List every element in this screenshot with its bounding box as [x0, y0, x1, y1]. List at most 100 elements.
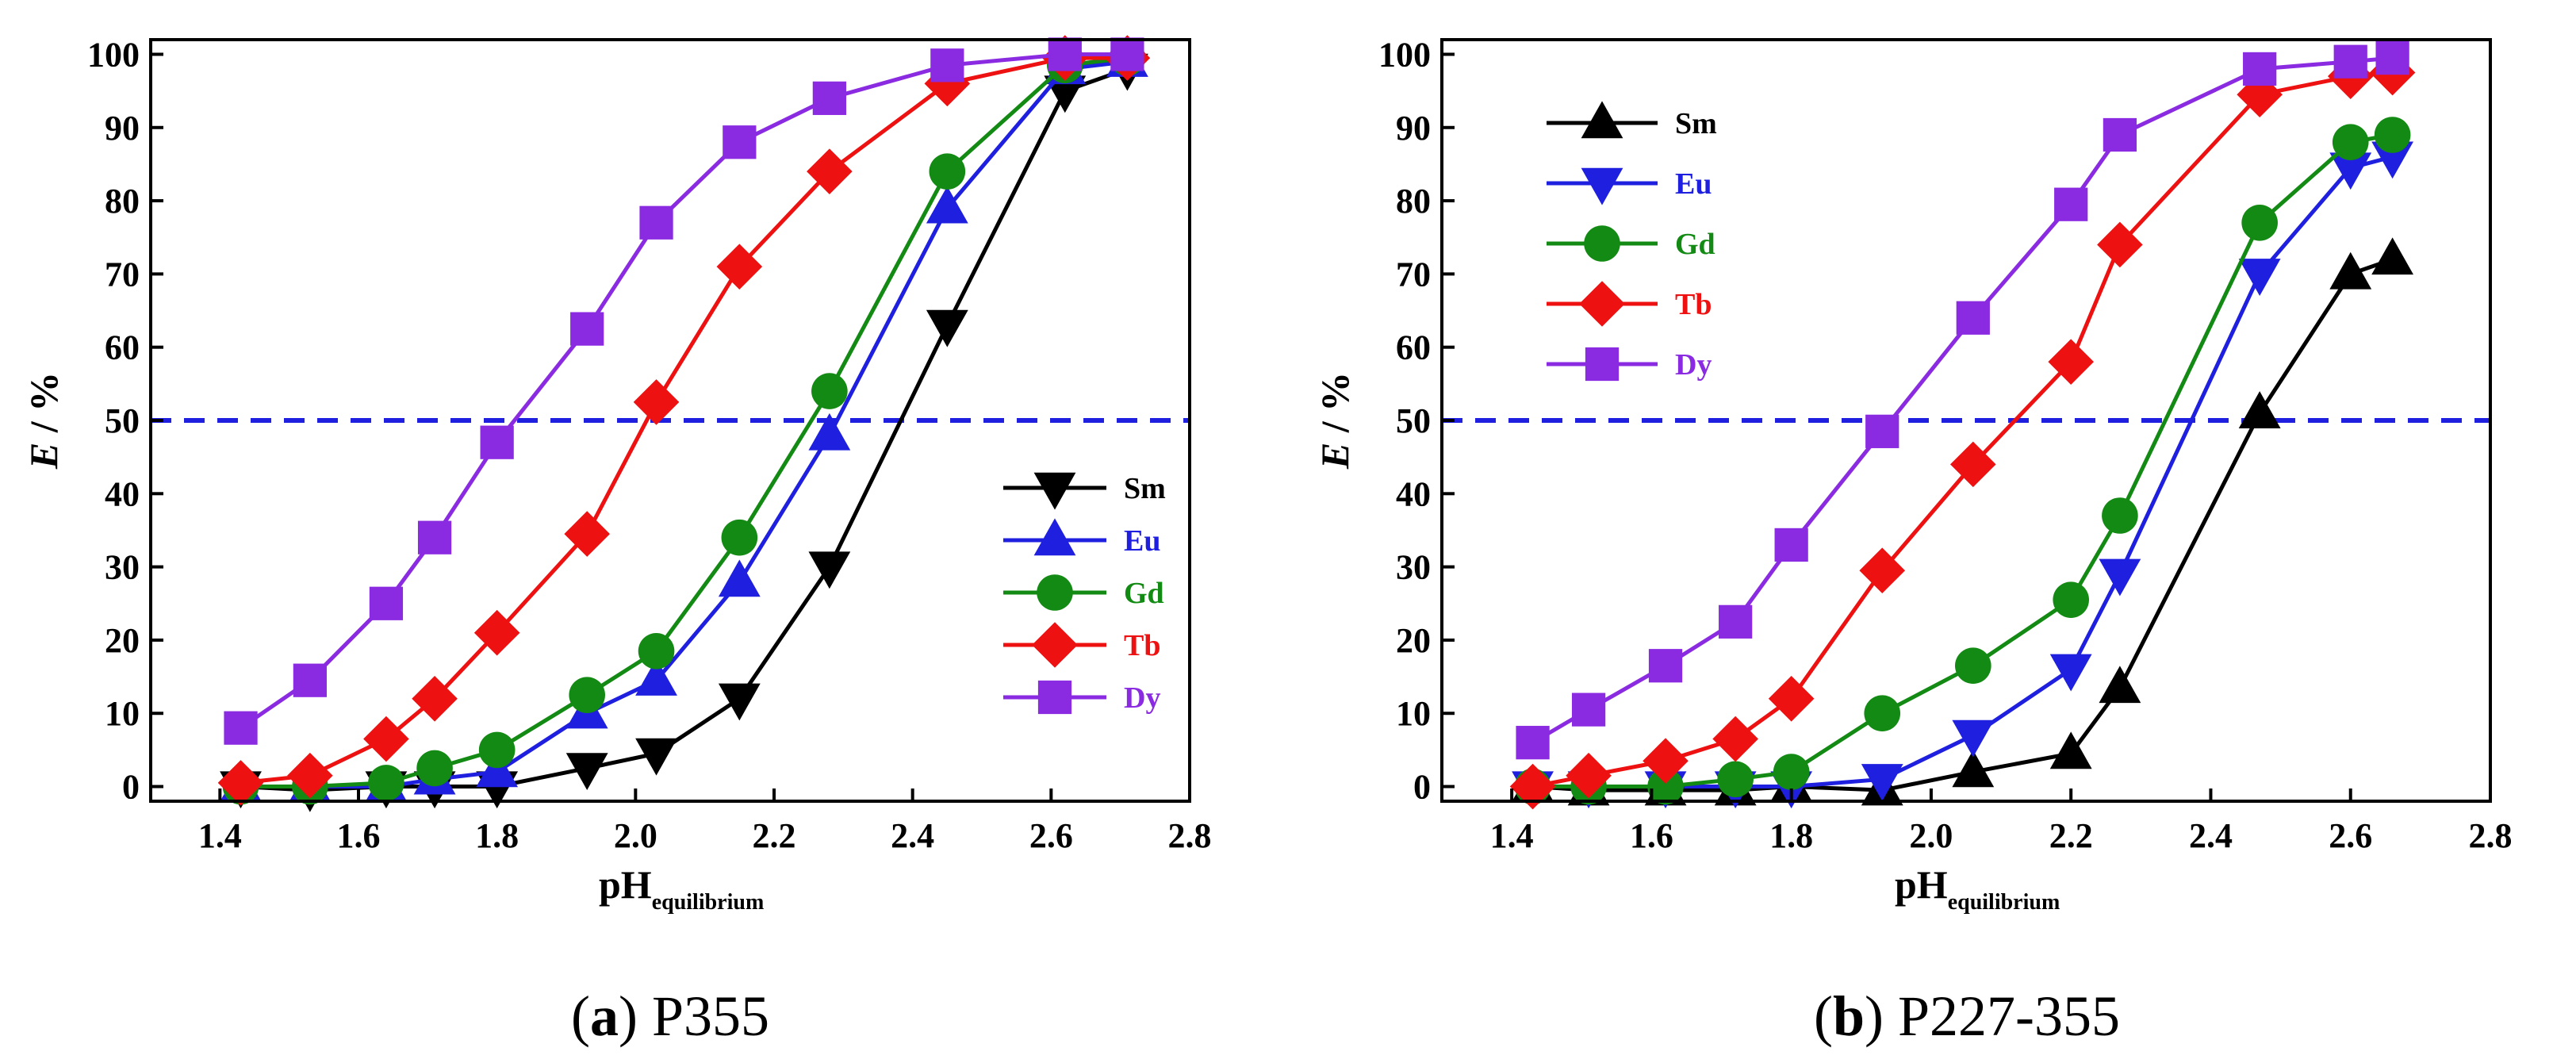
legend-label-gd: Gd: [1124, 577, 1164, 610]
y-tick-label: 80: [105, 182, 140, 221]
legend-marker-dy: [1037, 680, 1072, 715]
point-sm: [635, 738, 677, 776]
point-dy: [930, 48, 964, 82]
point-tb: [1566, 752, 1612, 799]
x-tick-label: 1.6: [1630, 816, 1673, 855]
x-tick-label: 2.2: [753, 816, 796, 855]
x-tick-label: 2.6: [2329, 816, 2372, 855]
y-axis-label: E / %: [21, 372, 66, 470]
x-tick-label: 1.8: [1769, 816, 1813, 855]
legend-marker-sm: [1033, 472, 1076, 510]
point-eu: [2099, 558, 2141, 597]
point-eu: [808, 412, 851, 451]
point-gd: [569, 677, 605, 713]
point-tb: [1712, 716, 1758, 762]
point-sm: [2099, 666, 2141, 704]
point-gd: [929, 153, 966, 190]
point-tb: [2237, 71, 2283, 118]
y-tick-label: 70: [105, 255, 140, 294]
point-gd: [478, 731, 516, 769]
point-eu: [2238, 259, 2281, 296]
point-dy: [1719, 604, 1753, 639]
y-tick-label: 20: [1396, 621, 1431, 660]
point-gd: [811, 373, 848, 409]
point-eu: [1861, 764, 1903, 801]
y-tick-label: 20: [105, 621, 140, 660]
x-tick-label: 1.8: [475, 816, 519, 855]
legend-marker-eu: [1033, 518, 1076, 556]
point-dy: [639, 205, 673, 240]
y-tick-label: 0: [122, 768, 140, 807]
point-gd: [1864, 695, 1901, 732]
point-tb: [807, 148, 853, 194]
chart-panel-a: 1.4 1.6 1.8 2.0 2.2 2.4 2.6 2.8 0 10 20 30 40 50 60 70 8…: [21, 35, 1212, 1048]
y-tick-label: 30: [1396, 548, 1431, 587]
legend-label-tb: Tb: [1675, 288, 1712, 321]
y-tick-label: 70: [1396, 255, 1431, 294]
legend-marker-tb: [1032, 622, 1078, 668]
series-line-sm: [1532, 257, 2394, 792]
y-tick-label: 0: [1413, 768, 1431, 807]
legend: Sm Eu Gd Tb Dy: [1003, 472, 1166, 715]
point-gd: [2241, 204, 2278, 241]
point-sm: [1044, 75, 1087, 113]
legend-marker-gd: [1584, 225, 1620, 262]
point-gd: [2102, 497, 2138, 534]
point-dy: [1865, 414, 1899, 448]
chart-panel-b: 1.4 1.6 1.8 2.0 2.2 2.4 2.6 2.8 0 10 20 30 40 50 60 70 8…: [1313, 35, 2513, 1048]
point-eu: [476, 750, 519, 788]
point-dy: [369, 586, 404, 620]
y-tick-label: 10: [105, 694, 140, 733]
x-tick-label: 2.4: [2189, 816, 2233, 855]
point-eu: [2049, 654, 2092, 692]
point-gd: [2332, 124, 2369, 161]
y-tick-label: 50: [105, 401, 140, 440]
point-tb: [1643, 738, 1689, 785]
point-gd: [2374, 117, 2411, 153]
point-gd: [1647, 768, 1684, 805]
point-dy: [480, 425, 514, 459]
point-tb: [1768, 675, 1815, 722]
legend-label-tb: Tb: [1124, 629, 1160, 662]
point-sm: [718, 683, 761, 721]
point-tb: [1950, 441, 1996, 488]
y-tick-label: 100: [1378, 35, 1431, 74]
legend-label-eu: Eu: [1124, 524, 1160, 558]
y-tick-label: 60: [105, 328, 140, 367]
point-tb: [363, 716, 409, 762]
point-tb: [1859, 547, 1906, 594]
y-axis-label: E / %: [1313, 372, 1357, 470]
point-dy: [1110, 37, 1144, 71]
point-eu: [2371, 141, 2414, 179]
point-sm: [926, 309, 968, 347]
point-dy: [812, 81, 846, 115]
point-dy: [1648, 649, 1683, 683]
y-tick-label: 90: [105, 109, 140, 148]
legend: Sm Eu Gd Tb Dy: [1547, 101, 1717, 382]
caption-b: (b) P227-355: [1814, 984, 2120, 1048]
point-sm: [2049, 731, 2092, 769]
y-tick-label: 80: [1396, 182, 1431, 221]
x-tick-label: 1.4: [1490, 816, 1534, 855]
point-tb: [633, 379, 680, 425]
point-gd: [1717, 761, 1754, 798]
point-tb: [412, 675, 458, 722]
point-tb: [1509, 763, 1556, 810]
point-dy: [570, 312, 604, 346]
legend-marker-tb: [1579, 281, 1625, 327]
point-gd: [2053, 581, 2089, 618]
x-tick-label: 1.6: [337, 816, 381, 855]
y-tick-label: 10: [1396, 694, 1431, 733]
legend-label-gd: Gd: [1675, 228, 1715, 261]
point-dy: [2243, 52, 2277, 86]
point-dy: [2333, 44, 2367, 79]
x-tick-label: 2.6: [1029, 816, 1073, 855]
point-tb: [217, 760, 264, 806]
point-dy: [1571, 693, 1606, 727]
point-sm: [2371, 237, 2414, 275]
point-eu: [2329, 152, 2372, 190]
point-tb: [287, 752, 333, 799]
x-tick-label: 1.4: [198, 816, 242, 855]
y-tick-label: 90: [1396, 109, 1431, 148]
